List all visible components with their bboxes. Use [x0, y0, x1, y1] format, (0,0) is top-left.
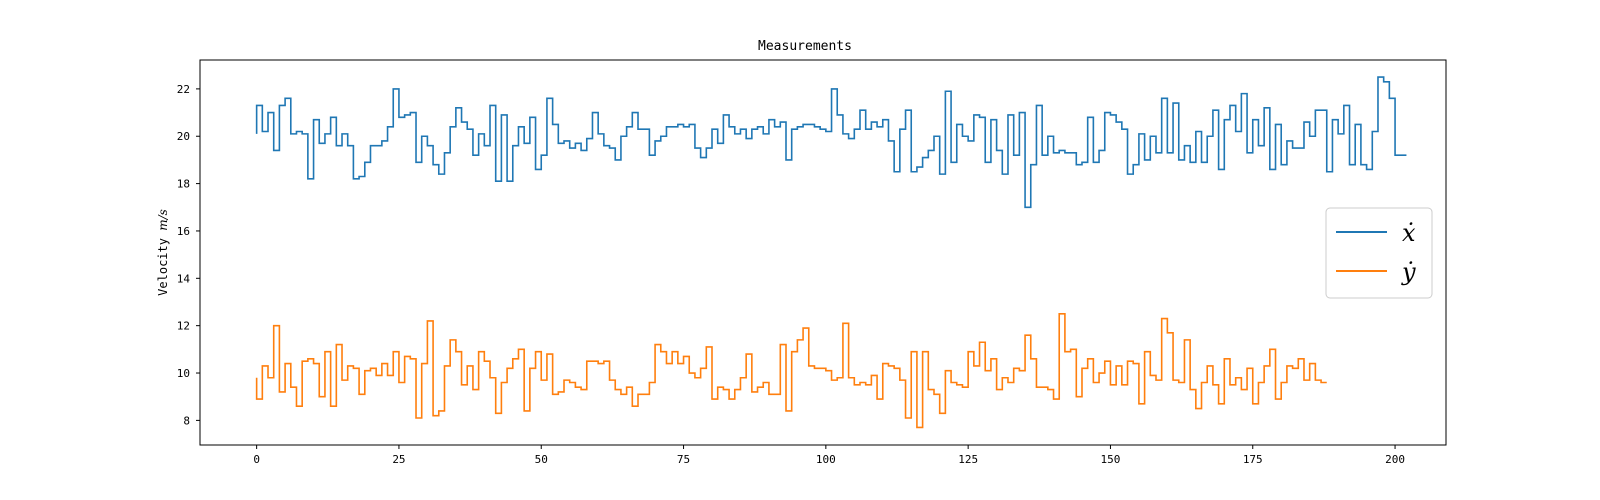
y-tick-label: 12 — [177, 320, 190, 333]
series-line-x-dot — [255, 76, 1407, 209]
legend-label-y-dot: ẏ — [1401, 258, 1416, 286]
chart-title: Measurements — [758, 39, 852, 54]
y-axis-label: Velocity m/s — [156, 209, 170, 296]
x-tick-label: 25 — [392, 453, 405, 466]
y-axis-label-text: Velocity — [156, 231, 170, 296]
plot-frame — [199, 59, 1447, 446]
plot-background — [200, 60, 1446, 445]
x-tick-label: 75 — [677, 453, 690, 466]
x-tick-label: 150 — [1101, 453, 1121, 466]
y-tick-label: 16 — [177, 225, 190, 238]
legend: ẋ ẏ — [1325, 207, 1433, 299]
x-tick-label: 125 — [958, 453, 978, 466]
y-tick-label: 10 — [177, 367, 190, 380]
y-tick-label: 20 — [177, 130, 190, 143]
x-tick-label: 200 — [1385, 453, 1405, 466]
series-layer — [255, 76, 1407, 429]
x-tick-label: 50 — [535, 453, 548, 466]
x-tick-label: 0 — [253, 453, 260, 466]
plot-area — [199, 59, 1447, 446]
y-tick-label: 22 — [177, 83, 190, 96]
y-axis: 8 10 12 14 16 18 20 22 — [177, 83, 200, 427]
y-tick-label: 8 — [183, 414, 190, 427]
legend-label-x-dot: ẋ — [1402, 219, 1416, 247]
series-line-y-dot — [255, 313, 1327, 429]
y-axis-label-unit: m/s — [156, 209, 170, 231]
x-axis: 0 25 50 75 100 125 150 175 200 — [253, 445, 1405, 466]
y-tick-label: 14 — [177, 272, 191, 285]
legend-box — [1325, 207, 1433, 299]
x-tick-label: 100 — [816, 453, 836, 466]
x-tick-label: 175 — [1243, 453, 1263, 466]
y-tick-label: 18 — [177, 178, 190, 191]
